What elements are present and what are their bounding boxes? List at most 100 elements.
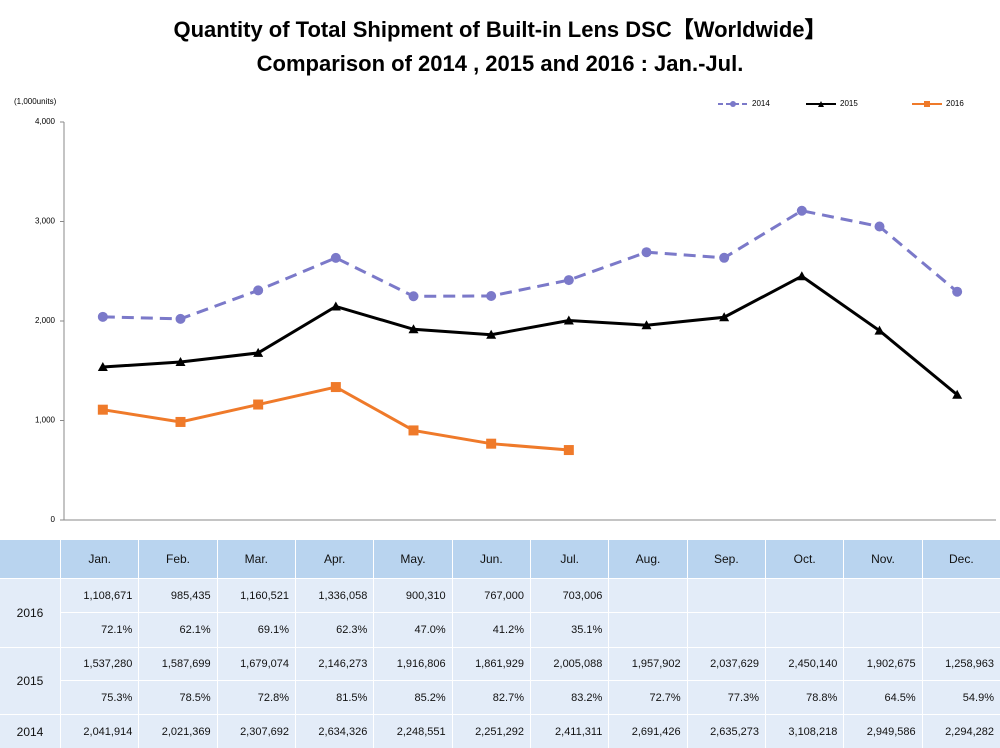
data-table: Jan. Feb. Mar. Apr. May. Jun. Jul. Aug. Sep. Oct.… <box>0 540 1000 748</box>
value-cell: 78.8% <box>766 681 844 714</box>
value-cell: 1,160,521 <box>217 579 295 612</box>
marker <box>253 285 264 296</box>
chart-title: Quantity of Total Shipment of Built-in L… <box>173 17 826 42</box>
header-cell: Mar. <box>217 540 295 578</box>
value-cell: 78.5% <box>139 681 217 714</box>
marker <box>330 252 341 263</box>
marker <box>97 311 108 322</box>
header-cell: Feb. <box>139 540 217 578</box>
value-cell: 2,041,914 <box>61 715 139 748</box>
legend-label: 2014 <box>752 99 770 108</box>
value-cell: 82.7% <box>452 681 530 714</box>
marker <box>408 324 419 334</box>
value-cell: 1,336,058 <box>296 579 374 612</box>
marker <box>563 275 574 286</box>
header-cell: Aug. <box>609 540 687 578</box>
value-cell: 900,310 <box>374 579 452 612</box>
value-cell: 62.1% <box>139 613 217 647</box>
header-cell: Sep. <box>687 540 765 578</box>
value-cell: 72.1% <box>61 613 139 647</box>
marker <box>874 221 885 232</box>
value-cell: 1,587,699 <box>139 648 217 680</box>
header-cell: Oct. <box>766 540 844 578</box>
marker <box>486 329 497 339</box>
y-tick-label: 1,000 <box>35 416 56 425</box>
value-cell: 3,108,218 <box>766 715 844 748</box>
header-cell: Nov. <box>844 540 922 578</box>
series-line <box>102 209 959 321</box>
marker <box>97 404 108 415</box>
value-cell <box>766 579 844 612</box>
value-cell: 1,108,671 <box>61 579 139 612</box>
legend-label: 2016 <box>946 99 964 108</box>
header-corner <box>0 540 60 578</box>
value-cell: 2,691,426 <box>609 715 687 748</box>
marker <box>796 271 807 281</box>
value-cell: 77.3% <box>687 681 765 714</box>
value-cell: 1,957,902 <box>609 648 687 680</box>
marker <box>408 291 419 302</box>
value-cell: 72.7% <box>609 681 687 714</box>
value-cell: 2,949,586 <box>844 715 922 748</box>
series-line <box>102 274 959 396</box>
value-cell: 2,146,273 <box>296 648 374 680</box>
value-cell: 2,450,140 <box>766 648 844 680</box>
year-cell: 2014 <box>0 715 60 748</box>
value-cell <box>687 579 765 612</box>
marker <box>563 315 574 325</box>
marker <box>408 425 419 436</box>
marker <box>97 362 108 372</box>
marker <box>175 313 186 324</box>
header-cell: Apr. <box>296 540 374 578</box>
legend-marker <box>818 101 824 107</box>
value-cell <box>844 613 922 647</box>
value-cell: 83.2% <box>531 681 609 714</box>
marker <box>253 347 264 357</box>
marker <box>641 247 652 258</box>
value-cell: 69.1% <box>217 613 295 647</box>
value-cell: 1,902,675 <box>844 648 922 680</box>
value-cell: 2,005,088 <box>531 648 609 680</box>
marker <box>874 325 885 335</box>
value-cell <box>922 613 1000 647</box>
marker <box>486 438 497 449</box>
year-cell: 2016 <box>0 579 60 647</box>
value-cell: 62.3% <box>296 613 374 647</box>
value-cell: 41.2% <box>452 613 530 647</box>
value-cell: 1,537,280 <box>61 648 139 680</box>
value-cell: 703,006 <box>531 579 609 612</box>
y-tick-label: 2,000 <box>35 316 56 325</box>
value-cell: 2,411,311 <box>531 715 609 748</box>
value-cell: 35.1% <box>531 613 609 647</box>
marker <box>719 312 730 322</box>
value-cell: 985,435 <box>139 579 217 612</box>
value-cell: 2,307,692 <box>217 715 295 748</box>
value-cell: 72.8% <box>217 681 295 714</box>
value-cell: 767,000 <box>452 579 530 612</box>
y-axis-label: (1,000units) <box>14 97 57 106</box>
value-cell: 1,679,074 <box>217 648 295 680</box>
value-cell <box>844 579 922 612</box>
legend-marker <box>730 101 736 107</box>
header-cell: Jun. <box>452 540 530 578</box>
marker <box>719 252 730 263</box>
marker <box>330 382 341 393</box>
value-cell: 2,634,326 <box>296 715 374 748</box>
value-cell: 85.2% <box>374 681 452 714</box>
marker <box>563 445 574 456</box>
value-cell: 2,037,629 <box>687 648 765 680</box>
marker <box>641 320 652 330</box>
value-cell: 54.9% <box>922 681 1000 714</box>
header-cell: May. <box>374 540 452 578</box>
value-cell: 2,248,551 <box>374 715 452 748</box>
value-cell: 2,294,282 <box>922 715 1000 748</box>
chart: Quantity of Total Shipment of Built-in L… <box>14 17 996 524</box>
header-cell: Dec. <box>922 540 1000 578</box>
legend-label: 2015 <box>840 99 858 108</box>
marker <box>175 416 186 427</box>
value-cell: 2,635,273 <box>687 715 765 748</box>
value-cell: 64.5% <box>844 681 922 714</box>
value-cell: 1,861,929 <box>452 648 530 680</box>
marker <box>175 357 186 367</box>
